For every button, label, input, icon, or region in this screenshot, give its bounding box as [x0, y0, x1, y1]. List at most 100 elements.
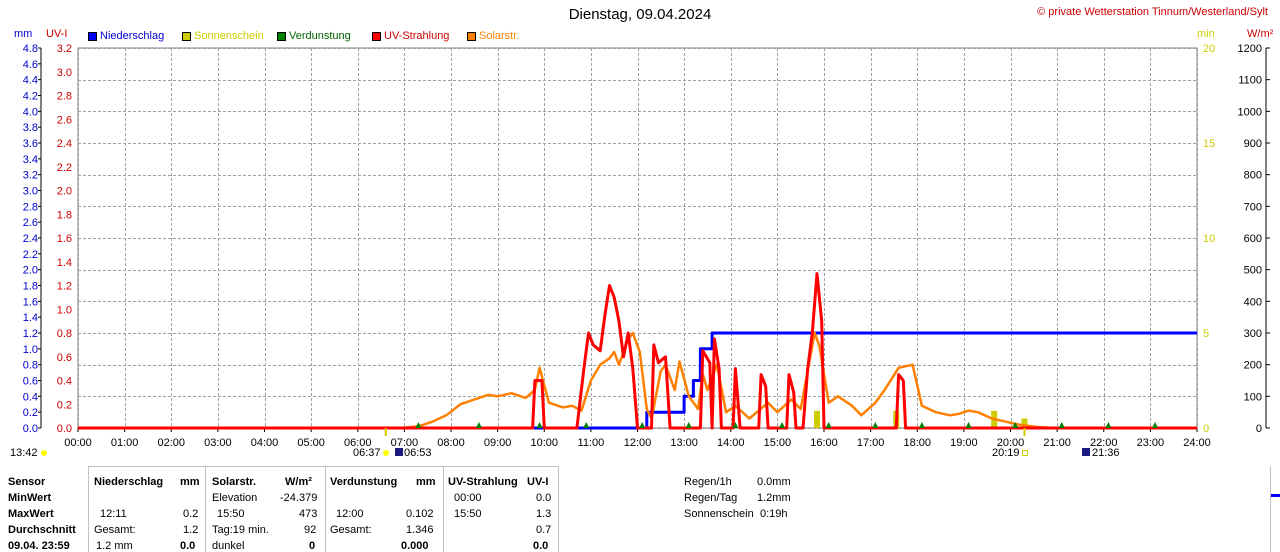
- uv-avg-val: 0.7: [536, 524, 552, 536]
- verdunstung-header: Verdunstung: [330, 476, 398, 488]
- legend-swatch: [277, 31, 286, 41]
- solar-max-val: 473: [299, 508, 318, 520]
- sunset-time-label: 20:19: [992, 447, 1020, 459]
- solar-elev-label: Elevation: [212, 492, 258, 504]
- wm2-tick-label: 600: [1244, 233, 1262, 245]
- min-tick-label: 5: [1203, 328, 1209, 340]
- legend-swatch: [182, 31, 191, 41]
- evaporation-mark: [536, 422, 543, 428]
- legend-swatch: [88, 31, 97, 41]
- uvi-tick-label: 2.2: [57, 162, 72, 174]
- uv-max-val: 1.3: [536, 508, 552, 520]
- unit-wm2-label: W/m²: [1247, 28, 1274, 40]
- sunset-tick: [1023, 428, 1026, 436]
- x-tick-label: 21:00: [1043, 437, 1071, 449]
- table-divider: [558, 466, 559, 552]
- summary-value: 1.2mm: [757, 492, 791, 504]
- sunshine-bar: [814, 410, 821, 428]
- mm-tick-label: 1.4: [23, 312, 38, 324]
- evaporation-mark: [825, 422, 832, 428]
- wm2-tick-label: 900: [1244, 138, 1262, 150]
- dusk-time-label: 21:36: [1092, 447, 1120, 459]
- niederschlag-max-time: 12:11: [100, 508, 127, 520]
- mm-tick-label: 1.2: [23, 328, 38, 340]
- uvi-tick-label: 1.0: [57, 304, 72, 316]
- x-tick-label: 07:00: [391, 437, 419, 449]
- sunrise-tick: [384, 428, 387, 436]
- legend-label: Niederschlag: [100, 30, 165, 42]
- mm-tick-label: 0.8: [23, 360, 38, 372]
- uvi-tick-label: 3.2: [57, 43, 72, 55]
- mm-tick-label: 1.8: [23, 281, 38, 293]
- legend-swatch: [467, 31, 476, 41]
- uvi-tick-label: 0.8: [57, 328, 72, 340]
- moon-icon: [1082, 448, 1090, 456]
- niederschlag-day-b: 0.0: [180, 540, 196, 552]
- mm-tick-label: 3.0: [23, 186, 38, 198]
- twilight-time-label: 06:37: [353, 447, 381, 459]
- x-tick-label: 17:00: [857, 437, 885, 449]
- mm-tick-label: 2.6: [23, 217, 38, 229]
- summary-label: Regen/1h: [684, 476, 732, 488]
- wm2-tick-label: 200: [1244, 360, 1262, 372]
- evaporation-mark: [639, 422, 646, 428]
- evaporation-mark: [1012, 422, 1019, 428]
- legend-sonnenschein: Sonnenschein: [182, 30, 264, 42]
- unit-min-label: min: [1197, 28, 1215, 40]
- verdunstung-max-time: 12:00: [336, 508, 364, 520]
- mm-tick-label: 4.8: [23, 43, 38, 55]
- wm2-tick-label: 800: [1244, 170, 1262, 182]
- legend-label: UV-Strahlung: [384, 30, 450, 42]
- x-tick-label: 22:00: [1090, 437, 1118, 449]
- x-tick-label: 00:00: [64, 437, 92, 449]
- evaporation-mark: [779, 422, 786, 428]
- legend-swatch: [372, 31, 381, 41]
- mm-tick-label: 2.2: [23, 249, 38, 261]
- evaporation-mark: [415, 422, 422, 428]
- legend-label: Sonnenschein: [194, 30, 264, 42]
- mm-tick-label: 3.6: [23, 138, 38, 150]
- uvi-tick-label: 0.6: [57, 352, 72, 364]
- wm2-tick-label: 0: [1256, 423, 1262, 435]
- evaporation-mark: [583, 422, 590, 428]
- evaporation-mark: [1058, 422, 1065, 428]
- x-tick-label: 16:00: [810, 437, 838, 449]
- solar-max-time: 15:50: [217, 508, 245, 520]
- x-tick-label: 04:00: [251, 437, 279, 449]
- wm2-tick-label: 500: [1244, 265, 1262, 277]
- mm-tick-label: 4.0: [23, 106, 38, 118]
- verdunstung-day-val: 0.000: [401, 540, 429, 552]
- row-label-date: 09.04. 23:59: [8, 540, 70, 552]
- evaporation-mark: [1105, 422, 1112, 428]
- x-tick-label: 19:00: [950, 437, 978, 449]
- table-divider: [205, 466, 206, 552]
- legend-uv: UV-Strahlung: [372, 30, 449, 42]
- copyright-text: © private Wetterstation Tinnum/Westerlan…: [1037, 6, 1268, 18]
- mm-tick-label: 4.2: [23, 91, 38, 103]
- weather-chart: 00:00 01:00 02:00 03:00 04:00 05:00 06:00 07:00…: [23, 43, 1270, 449]
- wm2-tick-label: 300: [1244, 328, 1262, 340]
- table-divider: [325, 466, 326, 552]
- x-tick-label: 24:00: [1183, 437, 1211, 449]
- niederschlag-total-val: 1.2: [183, 524, 199, 536]
- uvi-tick-label: 2.6: [57, 114, 72, 126]
- x-tick-label: 08:00: [437, 437, 465, 449]
- x-tick-label: 03:00: [204, 437, 232, 449]
- min-tick-label: 0: [1203, 423, 1209, 435]
- mm-tick-label: 1.6: [23, 296, 38, 308]
- x-tick-label: 06:00: [344, 437, 372, 449]
- min-tick-label: 15: [1203, 138, 1215, 150]
- chart-title: Dienstag, 09.04.2024: [568, 6, 712, 23]
- wm2-tick-label: 100: [1244, 391, 1262, 403]
- legend-verdunstung: Verdunstung: [277, 30, 351, 42]
- evaporation-mark: [475, 422, 482, 428]
- wm2-tick-label: 400: [1244, 296, 1262, 308]
- uvi-tick-label: 2.0: [57, 186, 72, 198]
- row-label-max: MaxWert: [8, 508, 54, 520]
- mm-tick-label: 3.8: [23, 122, 38, 134]
- evaporation-mark: [732, 422, 739, 428]
- min-tick-label: 20: [1203, 43, 1215, 55]
- mm-tick-label: 3.2: [23, 170, 38, 182]
- verdunstung-total-label: Gesamt:: [330, 524, 372, 536]
- uvi-tick-label: 1.6: [57, 233, 72, 245]
